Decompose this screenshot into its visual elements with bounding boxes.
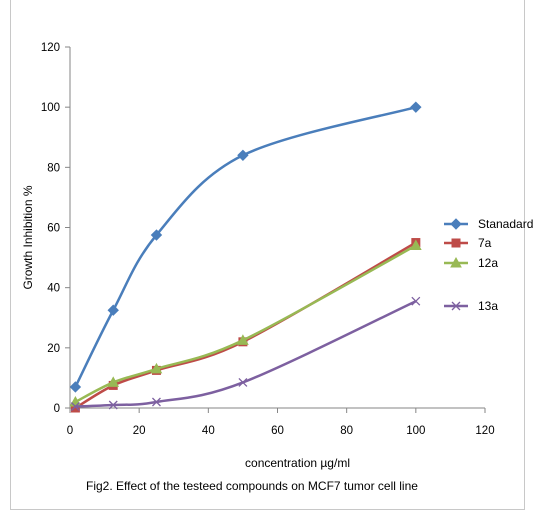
legend-marker [450, 218, 462, 230]
series-stanadard [69, 101, 422, 393]
x-tick-label: 100 [406, 425, 425, 437]
data-point [107, 376, 120, 387]
data-point [69, 381, 82, 393]
series-line [74, 105, 417, 388]
y-tick-label: 0 [54, 403, 60, 415]
data-point [108, 400, 118, 410]
series-12a [69, 239, 422, 407]
legend-label: 13a [478, 299, 498, 313]
y-axis-title: Growth Inhibition % [21, 185, 35, 289]
x-tick-label: 0 [67, 425, 73, 437]
data-point [151, 397, 161, 407]
legend-item: 12a [444, 256, 498, 270]
x-tick-label: 60 [271, 425, 284, 437]
legend-label: Stanadard [478, 217, 533, 231]
y-tick-label: 60 [47, 223, 60, 235]
x-tick-label: 80 [340, 425, 353, 437]
legend-marker [450, 256, 462, 268]
axes [69, 47, 485, 409]
series-13a [70, 296, 421, 411]
data-point [150, 362, 163, 374]
data-point [238, 377, 248, 387]
y-tick-label: 40 [47, 283, 60, 295]
legend: Stanadard 7a 12a 13a [444, 217, 533, 313]
y-tick-label: 20 [47, 343, 60, 355]
y-tick-label: 120 [41, 42, 60, 54]
data-point [237, 149, 249, 162]
legend-item: 13a [444, 299, 498, 313]
x-tick-label: 120 [475, 425, 494, 437]
data-point [410, 101, 422, 113]
x-axis-title: concentration µg/ml [245, 456, 350, 470]
legend-item: 7a [444, 236, 492, 250]
series-layer [69, 101, 422, 413]
chart-frame [10, 0, 525, 510]
data-point [150, 229, 163, 241]
figure-caption: Fig2. Effect of the testeed compounds on… [86, 479, 418, 493]
legend-item: Stanadard [444, 217, 533, 231]
y-axis-ticks: 0 20 40 60 80 100 120 [41, 42, 70, 415]
legend-label: 12a [478, 256, 498, 270]
y-tick-label: 80 [47, 162, 60, 174]
data-point [409, 239, 422, 251]
series-line [75, 300, 417, 408]
series-line [74, 244, 417, 404]
legend-label: 7a [478, 236, 492, 250]
line-chart: 0 20 40 60 80 100 120 0 20 40 60 80 100 120 Growth I… [21, 42, 533, 470]
x-axis-ticks: 0 20 40 60 80 100 120 [67, 408, 495, 437]
data-point [70, 402, 80, 411]
x-tick-label: 40 [202, 425, 215, 437]
x-tick-label: 20 [133, 425, 146, 437]
data-point [411, 296, 421, 306]
data-point [237, 334, 249, 345]
data-point [107, 304, 119, 316]
legend-marker [451, 238, 461, 248]
y-tick-label: 100 [41, 102, 60, 114]
legend-marker [451, 301, 461, 311]
